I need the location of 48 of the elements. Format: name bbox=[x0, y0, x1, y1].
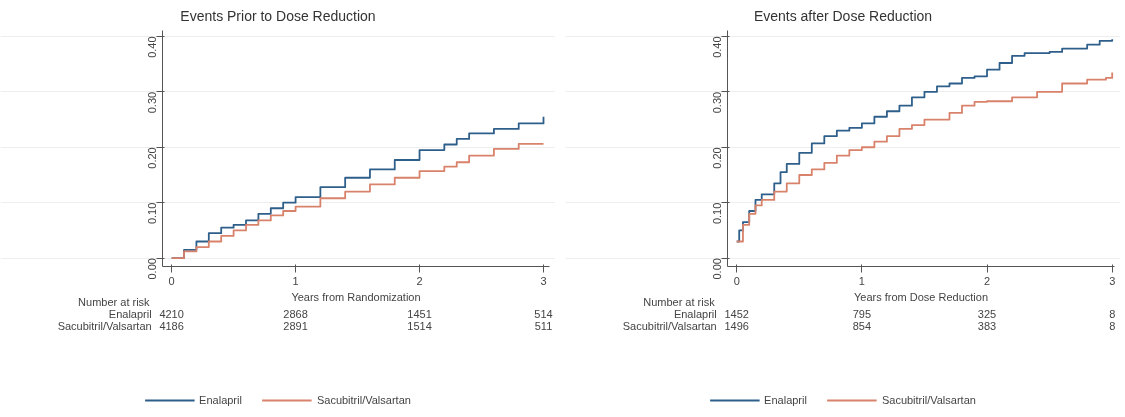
y-tick-label: 0.30 bbox=[710, 91, 723, 114]
x-tick-label: 3 bbox=[1109, 275, 1116, 288]
text: 8 bbox=[1109, 320, 1116, 333]
text: Number at risk bbox=[643, 295, 716, 308]
x-tick-label: 2 bbox=[416, 275, 423, 288]
text: 511 bbox=[534, 320, 553, 333]
y-tick-label: 0.20 bbox=[145, 147, 158, 169]
chart-title: Events after Dose Reduction bbox=[753, 7, 933, 24]
chart-title: Events Prior to Dose Reduction bbox=[180, 7, 376, 24]
x-tick-label: 1 bbox=[292, 275, 299, 288]
text: 8 bbox=[1109, 308, 1116, 321]
text: 795 bbox=[852, 308, 872, 321]
text: 1452 bbox=[724, 308, 749, 321]
y-tick-label: 0.30 bbox=[145, 91, 158, 114]
legend-label: Sacubitril/Valsartan bbox=[316, 394, 411, 406]
y-tick-label: 0.10 bbox=[145, 202, 158, 225]
text: 383 bbox=[977, 320, 997, 333]
text: Enalapril bbox=[673, 308, 717, 321]
legend-label: Enalapril bbox=[764, 394, 807, 406]
text: 854 bbox=[852, 320, 872, 333]
x-axis-title: Years from Randomization bbox=[291, 290, 421, 303]
text: 2868 bbox=[283, 308, 308, 321]
text: Sacubitril/Valsartan bbox=[622, 320, 717, 333]
text: 1496 bbox=[724, 320, 749, 333]
x-axis-title: Years from Dose Reduction bbox=[853, 290, 989, 303]
x-tick-label: 0 bbox=[168, 275, 175, 288]
text: 4186 bbox=[159, 320, 184, 333]
legend-label: Sacubitril/Valsartan bbox=[881, 394, 976, 406]
text: 2891 bbox=[283, 320, 308, 333]
y-tick-label: 0.10 bbox=[710, 202, 723, 225]
y-tick-label: 0.00 bbox=[145, 258, 158, 280]
text: Number at risk bbox=[78, 295, 151, 308]
text: Enalapril bbox=[108, 308, 152, 321]
x-tick-label: 0 bbox=[733, 275, 740, 288]
x-tick-label: 1 bbox=[858, 275, 865, 288]
x-tick-label: 3 bbox=[540, 275, 547, 288]
legend-label: Enalapril bbox=[199, 394, 242, 406]
text: Sacubitril/Valsartan bbox=[57, 320, 152, 333]
y-tick-label: 0.20 bbox=[710, 147, 723, 169]
y-tick-label: 0.40 bbox=[145, 36, 158, 58]
y-tick-label: 0.00 bbox=[710, 258, 723, 280]
text: 325 bbox=[977, 308, 997, 321]
text: 514 bbox=[534, 308, 553, 321]
text: 4210 bbox=[159, 308, 184, 321]
x-tick-label: 2 bbox=[983, 275, 991, 288]
text: 1514 bbox=[407, 320, 432, 333]
text: 1451 bbox=[407, 308, 432, 321]
y-tick-label: 0.40 bbox=[710, 36, 723, 58]
